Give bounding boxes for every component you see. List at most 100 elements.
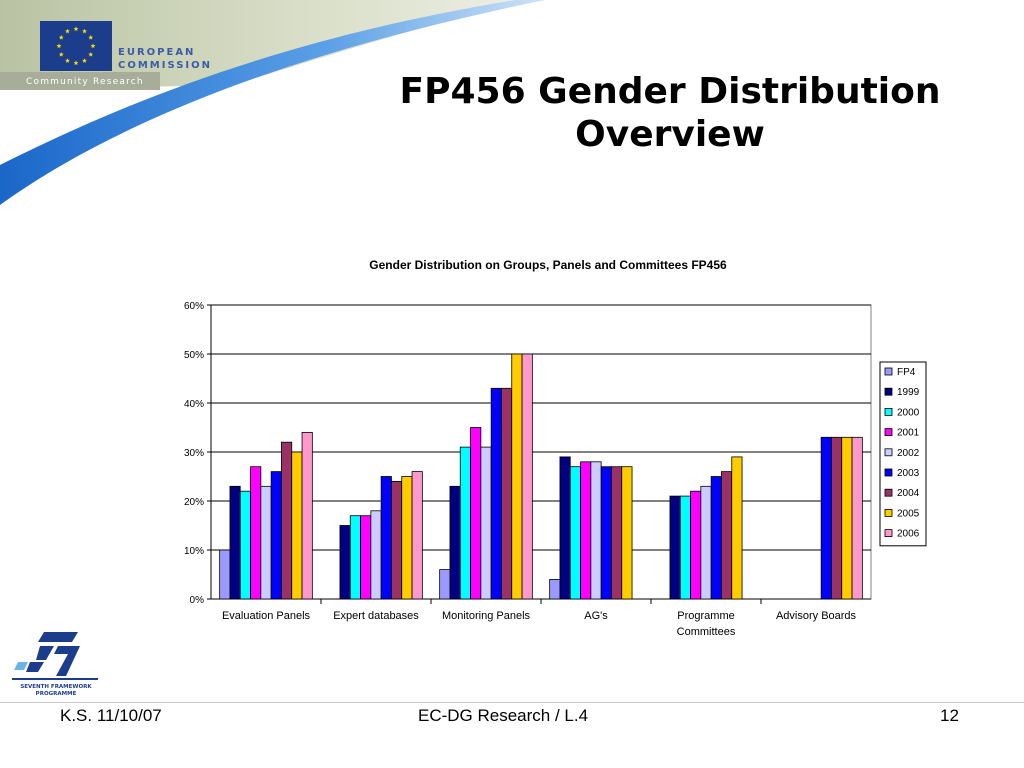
legend-swatch	[884, 448, 893, 457]
x-tick-label: Committees	[677, 626, 736, 638]
bar	[559, 456, 571, 600]
y-tick-label: 10%	[184, 546, 204, 557]
bar	[549, 579, 561, 600]
legend-swatch	[884, 387, 893, 396]
y-tick-label: 20%	[184, 497, 204, 508]
bar	[669, 495, 681, 600]
bar	[679, 495, 691, 600]
tagline-bar	[0, 72, 160, 90]
y-tick-label: 30%	[184, 448, 204, 459]
flag-star	[73, 60, 79, 66]
flag-star	[82, 28, 87, 34]
bar	[820, 436, 832, 600]
bar	[459, 446, 471, 600]
bar	[411, 471, 423, 600]
bar	[731, 456, 743, 600]
slide-number: 12	[940, 706, 959, 725]
legend-label: 2003	[897, 468, 920, 479]
bar	[580, 461, 592, 600]
bar	[841, 436, 853, 600]
bar	[831, 436, 843, 600]
y-tick-label: 40%	[184, 399, 204, 410]
bar	[370, 510, 382, 600]
bar	[339, 525, 351, 600]
x-tick-label: Evaluation Panels	[222, 610, 311, 622]
footer-department: EC-DG Research / L.4	[418, 706, 589, 725]
legend-label: 2006	[897, 529, 920, 540]
org-line2: COMMISSION	[118, 60, 213, 71]
title-line1: FP456 Gender Distribution	[399, 71, 941, 112]
y-tick-label: 60%	[184, 301, 204, 312]
flag-star	[58, 51, 64, 57]
flag-star	[90, 43, 96, 49]
flag-star	[56, 43, 62, 49]
footer-divider	[0, 702, 1024, 703]
flag-star	[88, 51, 94, 57]
legend-label: 2000	[897, 407, 920, 418]
org-line1: EUROPEAN	[118, 47, 196, 58]
flag-star	[82, 58, 87, 63]
legend-swatch	[884, 529, 893, 537]
bar	[260, 485, 272, 600]
y-tick-label: 50%	[184, 350, 204, 361]
flag-star	[88, 34, 94, 40]
header-swoosh	[0, 0, 545, 205]
legend-swatch	[884, 508, 893, 517]
legend-label: 2005	[897, 508, 920, 519]
x-tick-label: Expert databases	[333, 610, 419, 622]
flag-star	[58, 34, 64, 40]
page-title: FP456 Gender Distribution Overview	[380, 70, 960, 156]
bar	[229, 485, 241, 600]
fp7-label: SEVENTH FRAMEWORK PROGRAMME	[14, 684, 98, 698]
fp7-line2: PROGRAMME	[35, 691, 77, 697]
legend-swatch	[884, 407, 893, 416]
bar	[439, 569, 451, 600]
tagline: Community Research	[26, 77, 144, 87]
bar	[360, 515, 372, 600]
title-line2: Overview	[575, 114, 765, 155]
footer-date: K.S. 11/10/07	[60, 706, 162, 725]
bar	[600, 466, 612, 600]
legend-swatch	[884, 488, 893, 497]
legend-swatch	[884, 428, 893, 437]
flag-star	[65, 28, 70, 34]
org-name: EUROPEAN COMMISSION	[118, 46, 212, 72]
bar	[700, 485, 712, 600]
bar	[710, 476, 722, 600]
bar	[611, 466, 623, 600]
legend-swatch	[884, 367, 893, 376]
legend-label: 2002	[897, 448, 920, 459]
legend-label: 2004	[897, 488, 920, 499]
bar	[490, 387, 502, 600]
bar	[621, 466, 633, 600]
legend-label: FP4	[897, 367, 916, 378]
flag-star	[65, 58, 70, 63]
bar	[721, 471, 733, 600]
bar	[219, 549, 231, 600]
bar	[590, 461, 602, 600]
gender-distribution-chart: Gender Distribution on Groups, Panels an…	[184, 258, 927, 638]
chart-title: Gender Distribution on Groups, Panels an…	[369, 258, 727, 272]
legend-swatch	[884, 468, 893, 477]
flag-star	[73, 26, 79, 32]
bar	[281, 441, 293, 600]
x-tick-label: Advisory Boards	[776, 610, 857, 622]
x-tick-label: Monitoring Panels	[442, 610, 531, 622]
bar	[250, 466, 262, 600]
bar	[380, 476, 392, 600]
eu-flag-icon	[40, 21, 112, 71]
bar	[690, 490, 702, 600]
bar	[239, 490, 251, 600]
y-tick-label: 0%	[190, 595, 205, 606]
bar	[470, 427, 482, 600]
bar	[391, 480, 403, 600]
x-tick-label: AG's	[584, 610, 608, 622]
bar	[291, 451, 303, 600]
bar	[449, 485, 461, 600]
bar	[851, 436, 863, 600]
bar	[569, 466, 581, 600]
bar	[349, 515, 361, 600]
legend-label: 2001	[897, 428, 920, 439]
bar	[511, 353, 523, 600]
